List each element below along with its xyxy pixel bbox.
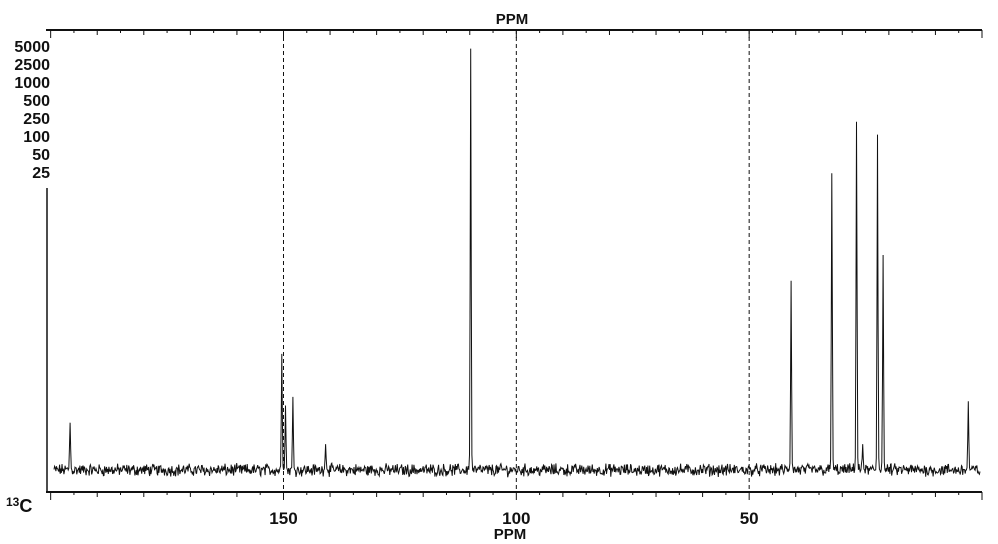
scale-label: 25 [32,165,50,182]
scale-label: 2500 [14,57,50,74]
nucleus-label: 13C [6,495,32,516]
scale-label: 50 [32,147,50,164]
axis-ticks [50,30,983,500]
scale-label: 500 [23,93,50,110]
x-tick-label: 50 [740,509,759,528]
scale-label: 100 [23,129,50,146]
x-tick-labels: 150 100 50 [269,509,758,528]
x-tick-label: 150 [269,509,297,528]
x-tick-label: 100 [502,509,530,528]
nucleus-symbol: C [19,496,32,516]
chart-title: PPM [496,11,529,28]
scale-label: 5000 [14,39,50,56]
x-axis-label: PPM [494,526,527,543]
scale-label: 250 [23,111,50,128]
dashed-gridlines [282,30,750,492]
nucleus-mass-number: 13 [6,495,20,509]
scale-label: 1000 [14,75,50,92]
spectrum-trace [53,48,981,478]
